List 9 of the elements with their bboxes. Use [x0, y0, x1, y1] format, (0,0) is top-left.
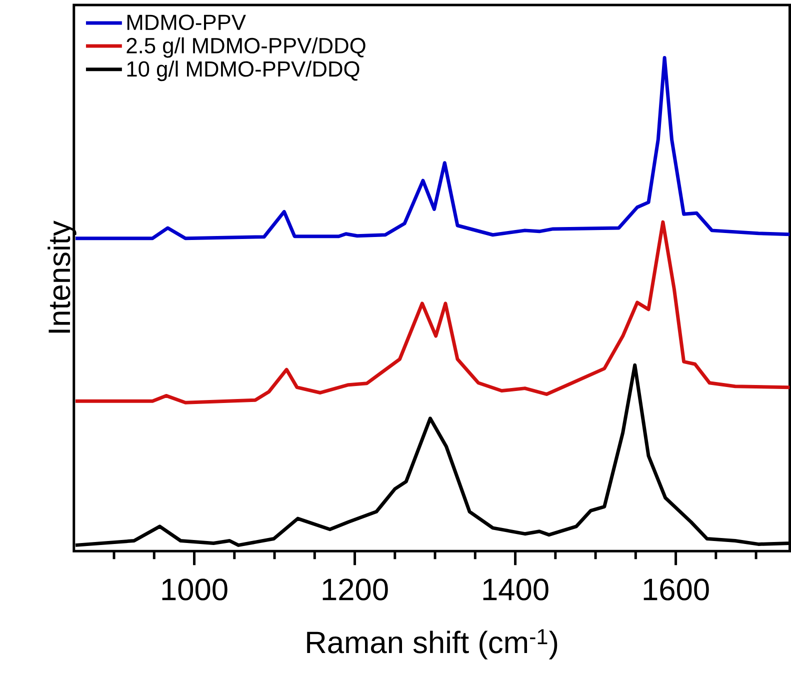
- x-axis-title: Raman shift (cm$^{-1}$): [307, 629, 558, 660]
- legend-label: MDMO-PPV: [127, 14, 246, 30]
- x-tick-label: 1200: [322, 578, 388, 600]
- y-axis-title: Intensity: [48, 220, 76, 333]
- legend-label: 10 g/l MDMO-PPV/DDQ: [127, 60, 360, 82]
- legend-label: 2.5 g/l MDMO-PPV/DDQ: [126, 37, 366, 58]
- x-tick-label: 1400: [483, 578, 548, 600]
- x-tick-label: 1000: [162, 578, 228, 600]
- x-tick-label: 1600: [644, 578, 709, 600]
